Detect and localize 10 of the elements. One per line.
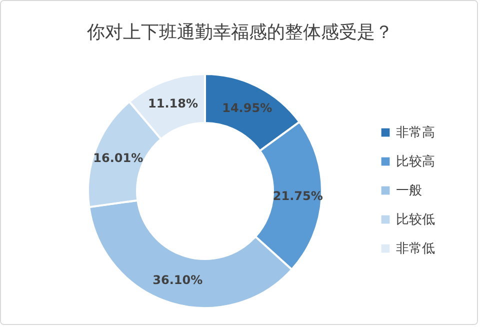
legend-label: 一般 [396,184,422,198]
data-label: 36.10% [152,272,203,287]
data-label: 16.01% [93,150,144,165]
legend-label: 比较低 [396,212,435,228]
chart-title: 你对上下班通勤幸福感的整体感受是？ [86,22,393,43]
legend-label: 非常高 [396,124,435,140]
data-label: 11.18% [148,96,198,111]
legend-label: 非常低 [396,242,435,256]
legend-label: 比较高 [396,154,435,170]
data-label: 14.95% [222,101,272,116]
